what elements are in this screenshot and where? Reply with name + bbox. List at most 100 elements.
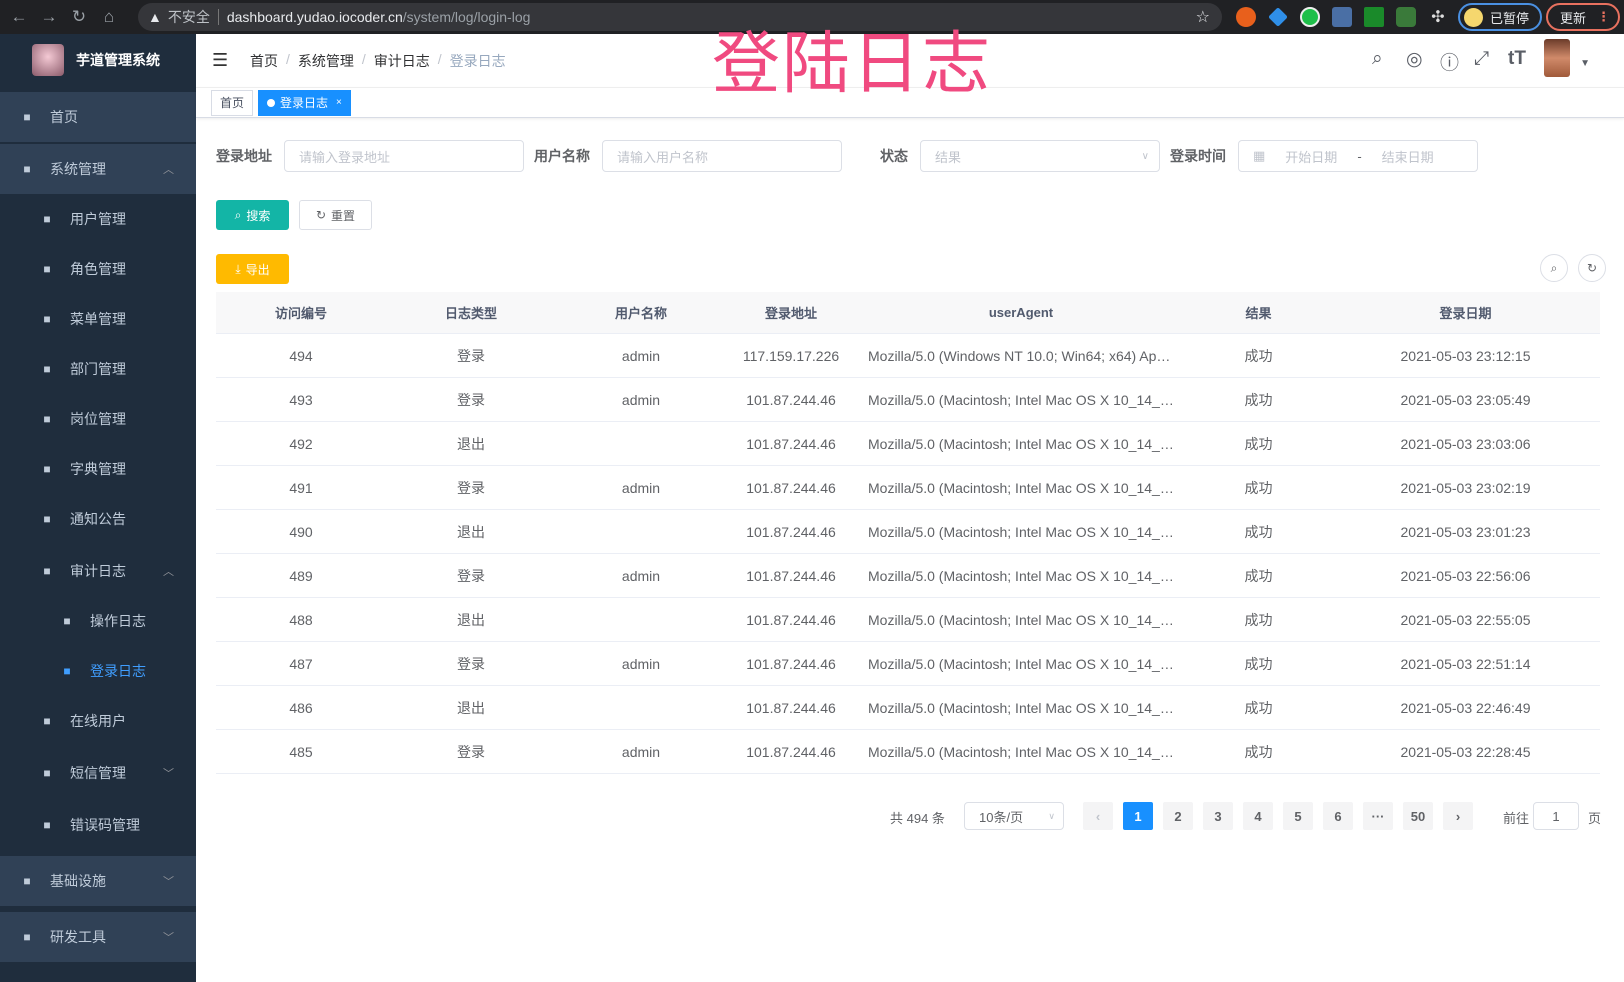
sidebar-item-label: 用户管理 — [70, 211, 126, 227]
page-button[interactable]: 4 — [1243, 802, 1273, 830]
table-cell: 成功 — [1244, 743, 1273, 760]
sidebar-item-0[interactable]: ■ 首页 — [0, 92, 196, 142]
chevron-up-icon[interactable]: ︿ — [163, 566, 174, 578]
sidebar-logo[interactable]: 芋道管理系统 — [0, 34, 196, 86]
date-range-picker[interactable]: ▦ 开始日期 - 结束日期 — [1238, 140, 1478, 172]
chevron-up-icon[interactable]: ︿ — [163, 164, 174, 176]
font-size-icon[interactable]: tT — [1508, 48, 1526, 69]
table-cell: 2021-05-03 22:56:06 — [1400, 567, 1531, 584]
search-button[interactable]: ⌕ 搜索 — [216, 200, 289, 230]
chevron-down-icon[interactable]: ﹀ — [163, 768, 174, 780]
refresh-icon[interactable]: ↻ — [1578, 254, 1606, 282]
table-row[interactable]: 488 退出 101.87.244.46 Mozilla/5.0 (Macintosh… — [216, 598, 1600, 642]
address-bar[interactable]: ▲ 不安全 dashboard.yudao.iocoder.cn/system/… — [138, 3, 1222, 31]
tag-label: 登录日志 — [280, 96, 329, 110]
table-row[interactable]: 491 登录 admin 101.87.244.46 Mozilla/5.0 (Maci… — [216, 466, 1600, 510]
reload-icon[interactable]: ↻ — [71, 7, 87, 26]
login-log-table: 访问编号 日志类型 用户名称 登录地址 userAgent 结果 登录日期 494 登录 admi… — [216, 292, 1600, 774]
caret-down-icon[interactable]: ▼ — [1580, 58, 1590, 69]
tag-login-log[interactable]: 登录日志 × — [258, 89, 351, 116]
tool-icon: ■ — [23, 930, 31, 944]
bookmark-star-icon[interactable]: ☆ — [1195, 9, 1210, 26]
start-date[interactable]: 开始日期 — [1285, 149, 1338, 165]
forward-icon[interactable]: → — [40, 7, 58, 26]
sidebar-item-11[interactable]: ■ 登录日志 — [0, 646, 196, 696]
sidebar-item-1[interactable]: ■ 系统管理 ︿ — [0, 144, 196, 194]
fullscreen-icon[interactable]: ⤢ — [1474, 48, 1490, 69]
page-button[interactable]: 2 — [1163, 802, 1193, 830]
chevron-down-icon[interactable]: ﹀ — [163, 932, 174, 944]
table-row[interactable]: 486 退出 101.87.244.46 Mozilla/5.0 (Macintosh… — [216, 686, 1600, 730]
home-icon[interactable]: ⌂ — [103, 7, 115, 26]
end-date[interactable]: 结束日期 — [1381, 149, 1434, 165]
table-row[interactable]: 485 登录 admin 101.87.244.46 Mozilla/5.0 (Maci… — [216, 730, 1600, 774]
sidebar-item-14[interactable]: ■ 错误码管理 — [0, 800, 196, 850]
table-row[interactable]: 490 退出 101.87.244.46 Mozilla/5.0 (Macintosh… — [216, 510, 1600, 554]
sidebar-item-9[interactable]: ■ 审计日志 ︿ — [0, 546, 196, 596]
prev-page-button[interactable]: ‹ — [1083, 802, 1113, 830]
table-row[interactable]: 493 登录 admin 101.87.244.46 Mozilla/5.0 (Maci… — [216, 378, 1600, 422]
column-header: 结果 — [1245, 306, 1272, 321]
table-row[interactable]: 492 退出 101.87.244.46 Mozilla/5.0 (Macintosh… — [216, 422, 1600, 466]
back-icon[interactable]: ← — [10, 7, 28, 26]
page-button[interactable]: 50 — [1403, 802, 1433, 830]
table-row[interactable]: 494 登录 admin 117.159.17.226 Mozilla/5.0 (Win… — [216, 334, 1600, 378]
search-icon[interactable]: ⌕ — [1372, 48, 1383, 69]
sidebar-item-7[interactable]: ■ 字典管理 — [0, 444, 196, 494]
tag-home[interactable]: 首页 — [211, 89, 254, 116]
extension-icon[interactable] — [1268, 7, 1288, 27]
page-size-select[interactable]: 10条/页 ∨ — [964, 802, 1064, 830]
page-button[interactable]: 1 — [1123, 802, 1153, 830]
reset-button[interactable]: ↻ 重置 — [299, 200, 372, 230]
chevron-down-icon[interactable]: ﹀ — [163, 876, 174, 888]
export-button[interactable]: ⤓ 导出 — [216, 254, 289, 284]
page-button[interactable]: 3 — [1203, 802, 1233, 830]
hamburger-icon[interactable]: ☰ — [212, 50, 229, 70]
page-button[interactable]: 5 — [1283, 802, 1313, 830]
goto-page-input[interactable]: 1 — [1533, 802, 1579, 830]
table-row[interactable]: 489 登录 admin 101.87.244.46 Mozilla/5.0 (Maci… — [216, 554, 1600, 598]
table-cell: admin — [621, 743, 661, 760]
table-cell: 486 — [289, 699, 313, 716]
next-page-button[interactable]: › — [1443, 802, 1473, 830]
user-avatar[interactable] — [1544, 39, 1570, 77]
sidebar-item-6[interactable]: ■ 岗位管理 — [0, 394, 196, 444]
extension-icon[interactable] — [1396, 7, 1416, 27]
page-button[interactable]: ··· — [1363, 802, 1393, 830]
tags-view: 首页 登录日志 × — [196, 88, 1624, 118]
sidebar-item-3[interactable]: ■ 角色管理 — [0, 244, 196, 294]
table-cell: 登录 — [457, 347, 485, 364]
table-cell: 登录 — [457, 567, 485, 584]
update-button[interactable]: 更新 ⋮ — [1546, 3, 1620, 31]
toggle-search-icon[interactable]: ⌕ — [1540, 254, 1568, 282]
sidebar-item-15[interactable]: ■ 基础设施 ﹀ — [0, 856, 196, 906]
profile-button[interactable]: 已暂停 — [1458, 3, 1542, 31]
breadcrumb-item[interactable]: 首页 — [250, 52, 278, 69]
sidebar-item-4[interactable]: ■ 菜单管理 — [0, 294, 196, 344]
page-button[interactable]: 6 — [1323, 802, 1353, 830]
sidebar-item-2[interactable]: ■ 用户管理 — [0, 194, 196, 244]
table-cell: admin — [621, 479, 661, 496]
sidebar-item-8[interactable]: ■ 通知公告 — [0, 494, 196, 544]
sidebar-item-12[interactable]: ■ 在线用户 — [0, 696, 196, 746]
help-icon[interactable]: ⓘ — [1440, 53, 1460, 74]
sidebar-item-10[interactable]: ■ 操作日志 — [0, 596, 196, 646]
table-row[interactable]: 487 登录 admin 101.87.244.46 Mozilla/5.0 (Maci… — [216, 642, 1600, 686]
extension-icon[interactable] — [1236, 7, 1256, 27]
puzzle-icon[interactable]: ✣ — [1431, 9, 1445, 26]
username-input[interactable]: 请输入用户名称 — [602, 140, 842, 172]
extension-icon[interactable] — [1300, 7, 1320, 27]
table-cell: 101.87.244.46 — [746, 699, 836, 716]
table-cell: 成功 — [1244, 567, 1273, 584]
ip-input[interactable]: 请输入登录地址 — [284, 140, 524, 172]
close-icon[interactable]: × — [336, 97, 342, 108]
sidebar-item-5[interactable]: ■ 部门管理 — [0, 344, 196, 394]
extension-icon[interactable] — [1332, 7, 1352, 27]
online-icon: ■ — [43, 714, 51, 728]
sidebar-item-13[interactable]: ■ 短信管理 ﹀ — [0, 748, 196, 798]
extension-icon[interactable] — [1364, 7, 1384, 27]
github-icon[interactable]: ◎ — [1406, 49, 1423, 70]
sidebar-item-16[interactable]: ■ 研发工具 ﹀ — [0, 912, 196, 962]
status-select[interactable]: 结果 ∨ — [920, 140, 1160, 172]
update-label: 更新 — [1560, 10, 1587, 26]
